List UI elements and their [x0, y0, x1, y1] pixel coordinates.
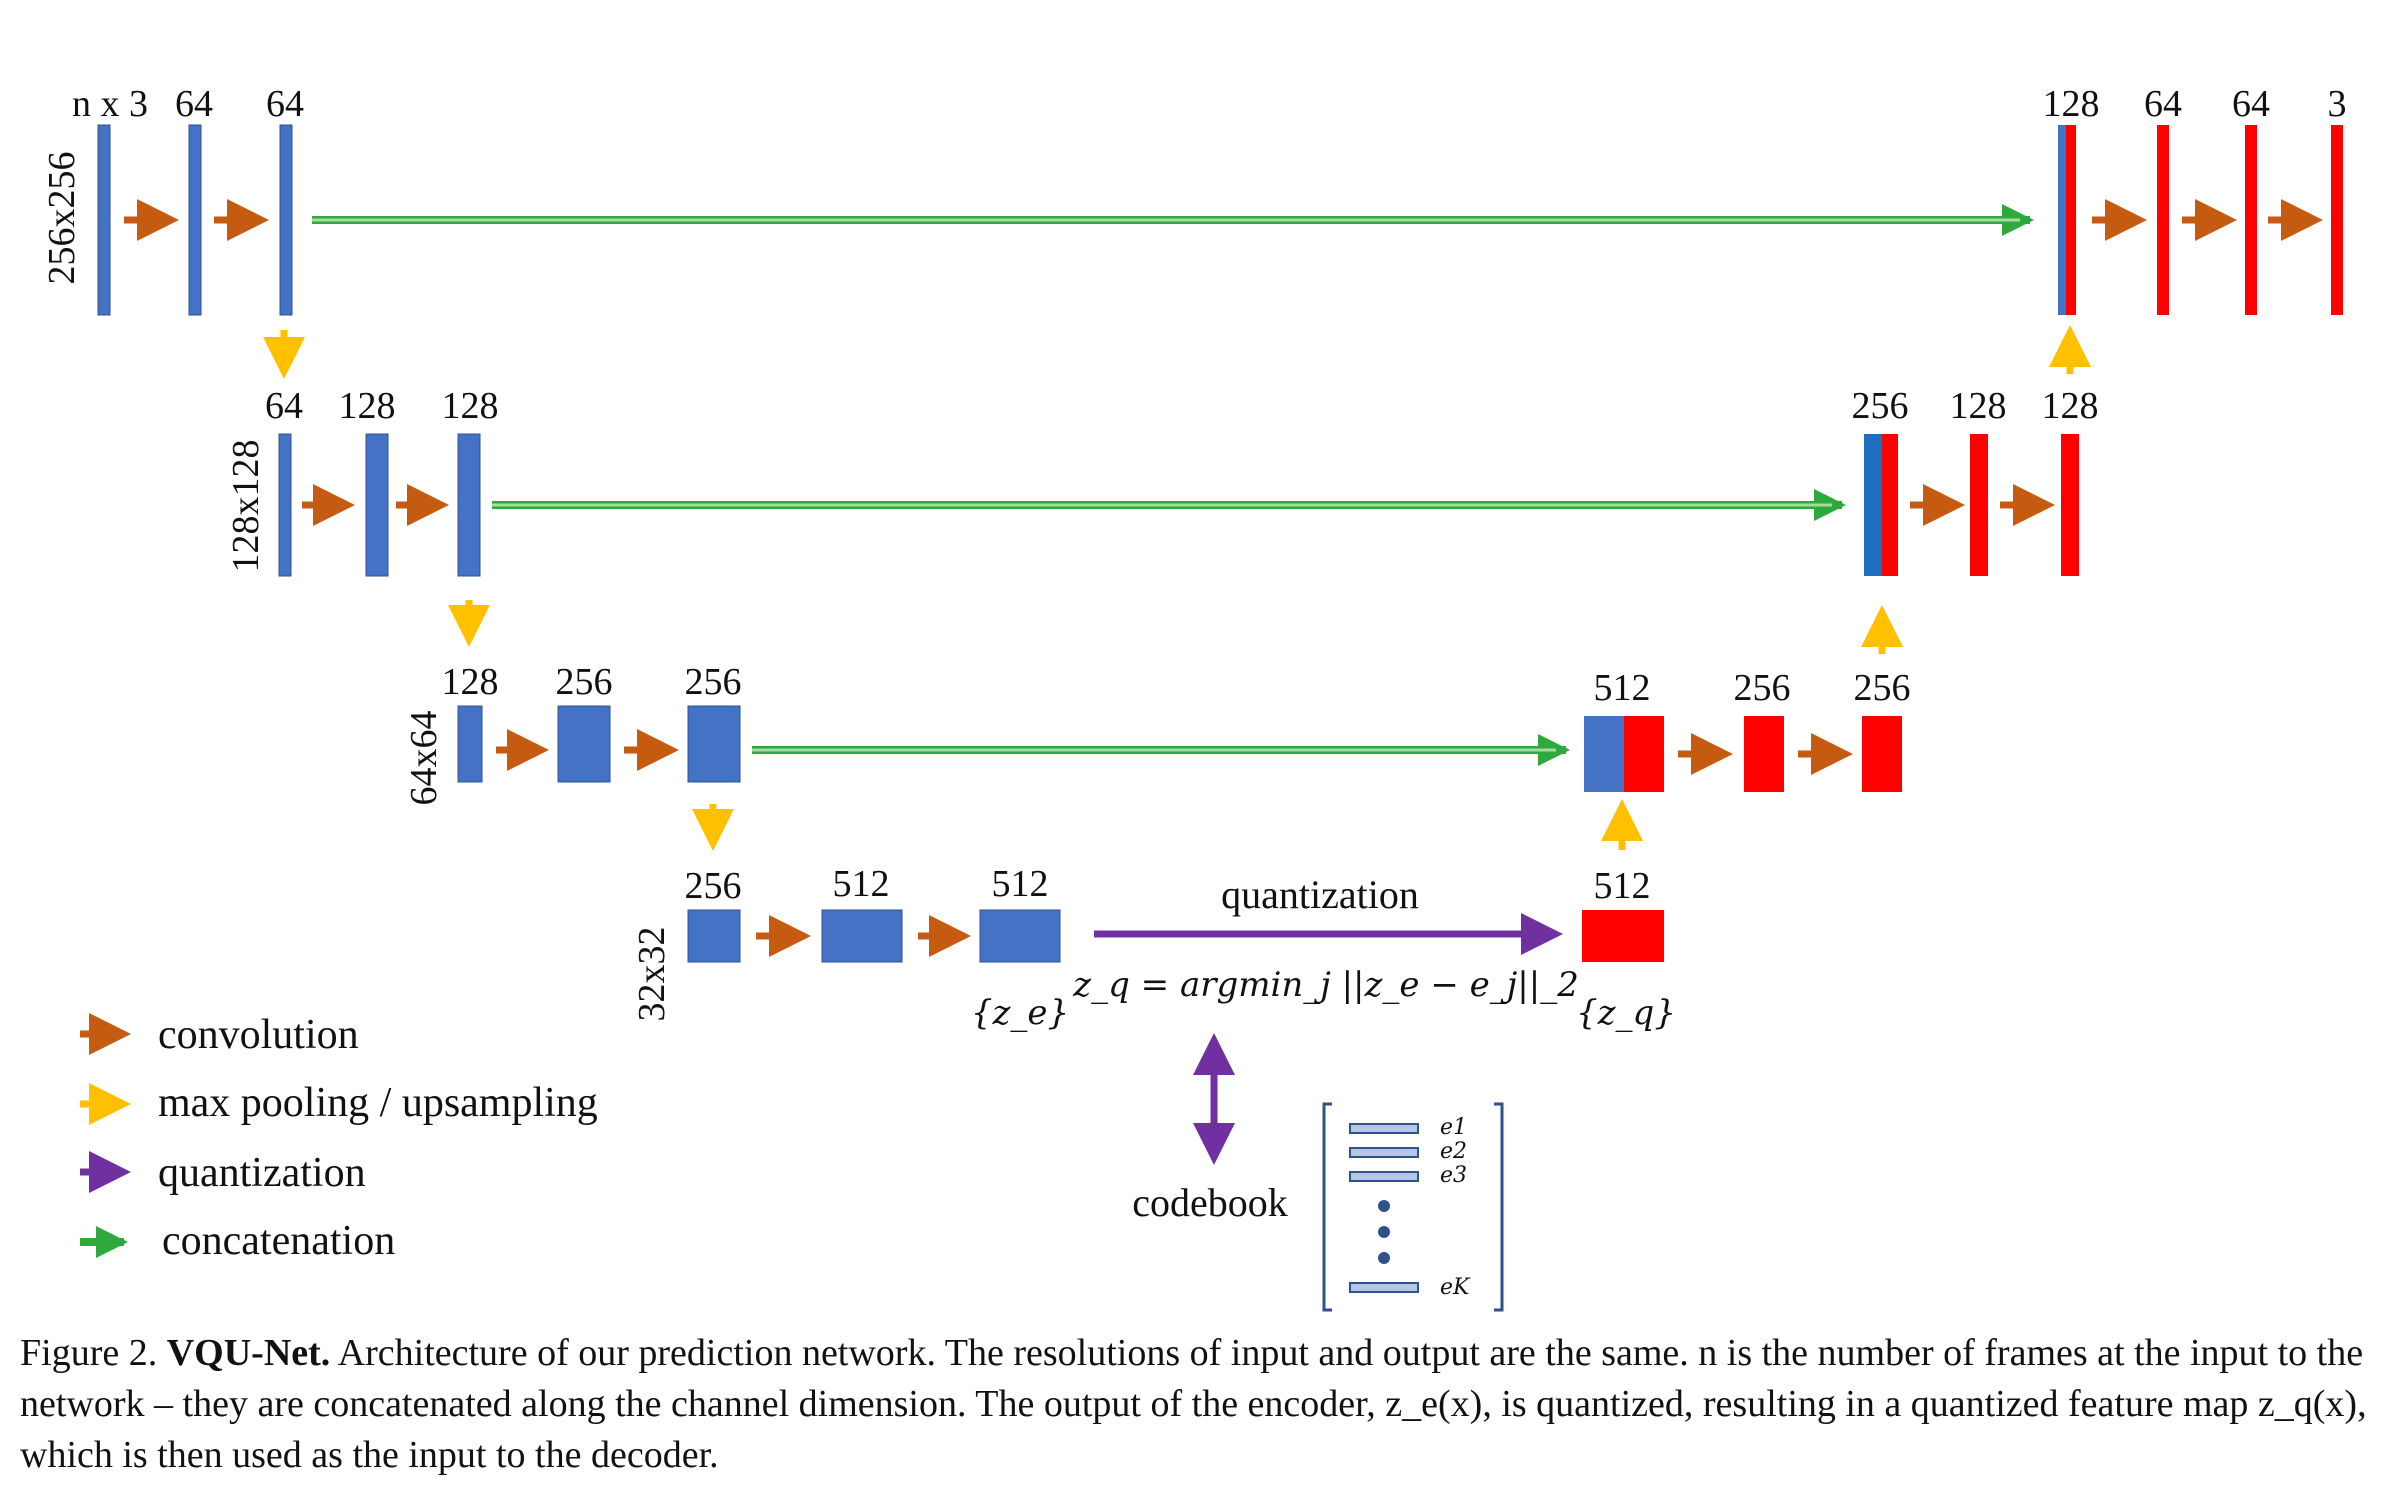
channel-label-enc2-c: 128 — [442, 385, 499, 427]
ellipsis-dot — [1378, 1226, 1390, 1238]
channel-label-enc3-c: 256 — [685, 661, 742, 703]
output-block — [2331, 125, 2343, 315]
caption-prefix: Figure 2. — [20, 1332, 158, 1374]
decoder-block-l2-b — [2061, 434, 2079, 576]
channel-label-enc4-a: 256 — [685, 865, 742, 907]
channel-label-enc1-a: 64 — [175, 83, 213, 125]
ze-block — [979, 909, 1061, 963]
channel-label-dec2-b: 128 — [1950, 385, 2007, 427]
resolution-label-64: 64x64 — [403, 711, 445, 806]
caption-text: Architecture of our prediction network. … — [20, 1332, 2367, 1476]
zq-label: {z_q} — [1576, 993, 1676, 1033]
channel-label-output: 3 — [2328, 83, 2347, 125]
encoder-block-l1-b — [279, 124, 293, 316]
resolution-label-32: 32x32 — [631, 927, 673, 1022]
channel-label-dec3-b: 256 — [1734, 667, 1791, 709]
decoder-block-l2-concat-up — [1882, 434, 1898, 576]
caption-title: VQU-Net. — [166, 1332, 331, 1374]
channel-label-enc3-a: 128 — [442, 661, 499, 703]
legend: convolution max pooling / upsampling qua… — [80, 1012, 598, 1264]
channel-label-enc4-c: 512 — [992, 863, 1049, 905]
encoder-block-l4-a — [687, 909, 741, 963]
codebook-entry-label: e1 — [1440, 1115, 1467, 1140]
encoder-block-l2-a — [278, 433, 292, 577]
codebook: e1 e2 e3 eK — [1322, 1102, 1504, 1312]
encoder-block-l3-c — [687, 705, 741, 783]
resolution-label-256: 256x256 — [41, 152, 83, 285]
codebook-entry — [1349, 1123, 1419, 1134]
channel-label-enc2-b: 128 — [339, 385, 396, 427]
quantization-formula: z_q = argmin_j ||z_e − e_j||_2 — [1072, 965, 1579, 1005]
decoder-block-l2-concat-skip — [1864, 434, 1882, 576]
encoder-block-l1-a — [188, 124, 202, 316]
channel-label-dec4: 512 — [1594, 865, 1651, 907]
channel-label-enc4-b: 512 — [833, 863, 890, 905]
decoder-block-l1-concat-skip — [2058, 125, 2066, 315]
codebook-entry — [1349, 1171, 1419, 1182]
codebook-entry — [1349, 1282, 1419, 1293]
channel-label-enc3-b: 256 — [556, 661, 613, 703]
ze-label: {z_e} — [971, 993, 1069, 1033]
codebook-entry-label: e2 — [1440, 1139, 1467, 1164]
decoder-block-l1-b — [2245, 125, 2257, 315]
encoder-block-l2-c — [457, 433, 481, 577]
codebook-bracket-right — [1494, 1102, 1504, 1312]
encoder-block-l3-b — [557, 705, 611, 783]
channel-label-dec2-c: 128 — [2042, 385, 2099, 427]
figure-caption: Figure 2. VQU-Net. Architecture of our p… — [20, 1328, 2380, 1481]
legend-quantization-label: quantization — [158, 1150, 366, 1196]
channel-label-input: n x 3 — [72, 83, 148, 125]
decoder-block-l1-a — [2157, 125, 2169, 315]
channel-label-dec1-a: 128 — [2043, 83, 2100, 125]
decoder-block-l3-a — [1744, 716, 1784, 792]
codebook-entry-label: eK — [1440, 1275, 1471, 1300]
ellipsis-dot — [1378, 1252, 1390, 1264]
channel-label-dec1-b: 64 — [2144, 83, 2182, 125]
encoder-block-l4-b — [821, 909, 903, 963]
codebook-bracket-left — [1322, 1102, 1332, 1312]
quantization-label: quantization — [1221, 872, 1419, 917]
decoder-block-l3-b — [1862, 716, 1902, 792]
channel-label-dec3-a: 512 — [1594, 667, 1651, 709]
channel-label-dec2-a: 256 — [1852, 385, 1909, 427]
codebook-entry-label: e3 — [1440, 1163, 1467, 1188]
decoder-block-l3-concat-up — [1624, 716, 1664, 792]
decoder-block-l3-concat-skip — [1584, 716, 1624, 792]
vqu-net-diagram: 256x256 n x 3 64 64 128 64 64 3 128x128 … — [41, 83, 2347, 1312]
channel-label-enc1-b: 64 — [266, 83, 304, 125]
codebook-entry — [1349, 1147, 1419, 1158]
legend-pooling-label: max pooling / upsampling — [158, 1080, 598, 1126]
encoder-block-l2-b — [365, 433, 389, 577]
legend-concatenation-label: concatenation — [162, 1218, 395, 1264]
decoder-block-l2-a — [1970, 434, 1988, 576]
decoder-block-l1-concat-up — [2066, 125, 2076, 315]
input-block — [97, 124, 111, 316]
channel-label-dec3-c: 256 — [1854, 667, 1911, 709]
ellipsis-dot — [1378, 1200, 1390, 1212]
zq-block — [1582, 910, 1664, 962]
channel-label-enc2-a: 64 — [265, 385, 303, 427]
legend-convolution-label: convolution — [158, 1012, 359, 1058]
codebook-label: codebook — [1132, 1180, 1288, 1225]
channel-label-dec1-c: 64 — [2232, 83, 2270, 125]
encoder-block-l3-a — [457, 705, 483, 783]
resolution-label-128: 128x128 — [225, 440, 267, 573]
